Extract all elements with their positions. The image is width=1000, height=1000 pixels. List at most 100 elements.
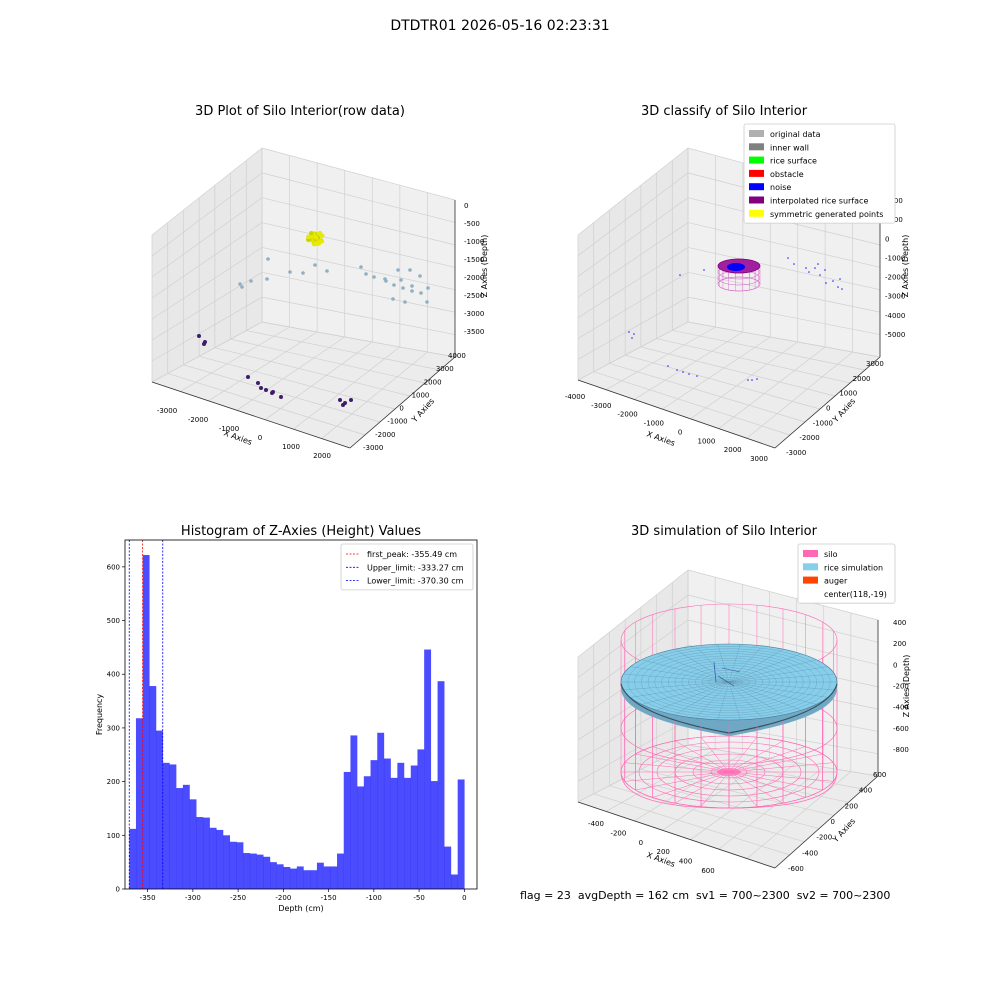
data-point [338,398,342,402]
p1-grid-line [151,271,263,341]
data-point [343,401,347,405]
p2-grid-line [577,271,689,339]
p2-z-tick-label: -1000 [885,254,905,262]
silo-floor-spoke [728,771,758,807]
x-tick-label: -300 [185,894,201,902]
p2-z-tick-label: -3000 [885,293,905,301]
p1-grid-line [167,373,366,436]
p1-grid-line [321,351,428,439]
p4-grid-line [687,569,879,621]
histogram-bar [397,762,405,889]
data-point [306,234,311,240]
data-point [426,286,430,290]
p4-grid-line [577,594,689,678]
histogram-bar [350,735,358,889]
p1-z-tick-label: 0 [464,202,468,210]
auger-line [717,675,735,687]
p1-z-axis-label: Z Axies (Depth) [480,235,489,298]
histogram-bar [424,649,432,889]
data-point [266,257,270,261]
data-point [747,379,749,381]
panel4-title: 3D simulation of Silo Interior [631,524,817,539]
p1-grid-line [261,147,456,201]
silo-floor-spoke [674,740,730,773]
silo-floor-spoke [652,771,730,798]
p4-x-tick-label: 200 [657,848,670,856]
p1-z-tick-label: -3000 [464,310,484,318]
histogram-bar [437,681,445,889]
histogram-bar [149,686,157,889]
p2-z-tick-label: 0 [885,235,889,243]
y-tick-label: 100 [107,832,120,840]
p1-y-tick-label: 4000 [448,352,466,360]
histogram-bar [404,777,411,889]
p1-y-tick-label: -2000 [375,431,395,439]
silo-floor-spoke [624,771,730,782]
p4-y-tick-label: -200 [816,834,832,842]
p1-z-tick-label: -2500 [464,292,484,300]
histogram-bar [457,779,465,889]
p4-grid-line [634,753,743,822]
p4-z-tick-label: -800 [893,746,909,754]
p2-y-tick-label: -1000 [813,419,833,427]
rice-mesh-spoke [695,681,730,719]
histogram-bar [323,866,331,889]
noise-cluster [727,263,745,271]
p1-x-tick-label: -2000 [188,416,208,424]
p2-legend-swatch [749,183,764,191]
histogram-bar [216,829,224,889]
data-point [793,263,795,265]
p1-x-tick-label: -1000 [219,425,239,433]
p1-grid-line [151,321,263,383]
p1-y-tick-label: 3000 [436,365,454,373]
p4-y-axis-line [774,775,879,869]
rice-mesh-spoke [728,681,817,705]
p2-z-tick-label: -4000 [885,312,905,320]
histogram-bar [196,817,204,889]
data-point [279,395,283,399]
rice-mesh-spoke [728,681,763,719]
histogram-bar [223,835,230,889]
silo-floor-spoke [728,771,784,804]
p4-grid-line [662,757,770,831]
data-point [317,239,322,244]
p2-grid-line [625,354,821,410]
p2-grid-line [746,351,853,439]
rice-mesh-spoke [728,653,802,683]
y-tick-label: 300 [107,724,120,732]
histogram-bar [169,764,177,889]
p2-grid-line [687,271,881,313]
rice-mesh-spoke [728,648,784,683]
data-point [688,373,690,375]
p2-grid-line [605,326,716,391]
p2-grid-line [577,247,689,319]
data-point [401,286,405,290]
p2-legend-swatch [749,169,764,177]
p1-back-pane [262,148,455,357]
p1-grid-line [180,326,290,392]
data-point [264,388,268,392]
p2-legend-swatch [749,196,764,204]
p4-legend-label: rice simulation [824,563,883,572]
p4-legend-box [797,543,896,604]
p1-z-tick-label: -1000 [464,238,484,246]
p1-y-tick-label: -1000 [387,418,407,426]
p3-legend-label: Upper_limit: -333.27 cm [367,563,464,572]
p2-x-axis-line [577,379,776,449]
p2-legend-label: noise [770,183,791,192]
histogram-bar [444,846,452,889]
histogram-bar [202,817,210,889]
histogram-bar [430,781,438,889]
data-point [410,289,414,293]
p2-y-tick-label: 1000 [839,390,857,398]
data-point [837,286,839,288]
p4-legend-label: silo [824,550,838,559]
rice-mesh-spoke [717,681,730,720]
p2-x-tick-label: 2000 [724,446,742,454]
data-point [259,386,263,390]
silo-floor-spoke [728,737,758,773]
p2-legend-swatch [749,209,764,217]
data-point [839,278,841,280]
